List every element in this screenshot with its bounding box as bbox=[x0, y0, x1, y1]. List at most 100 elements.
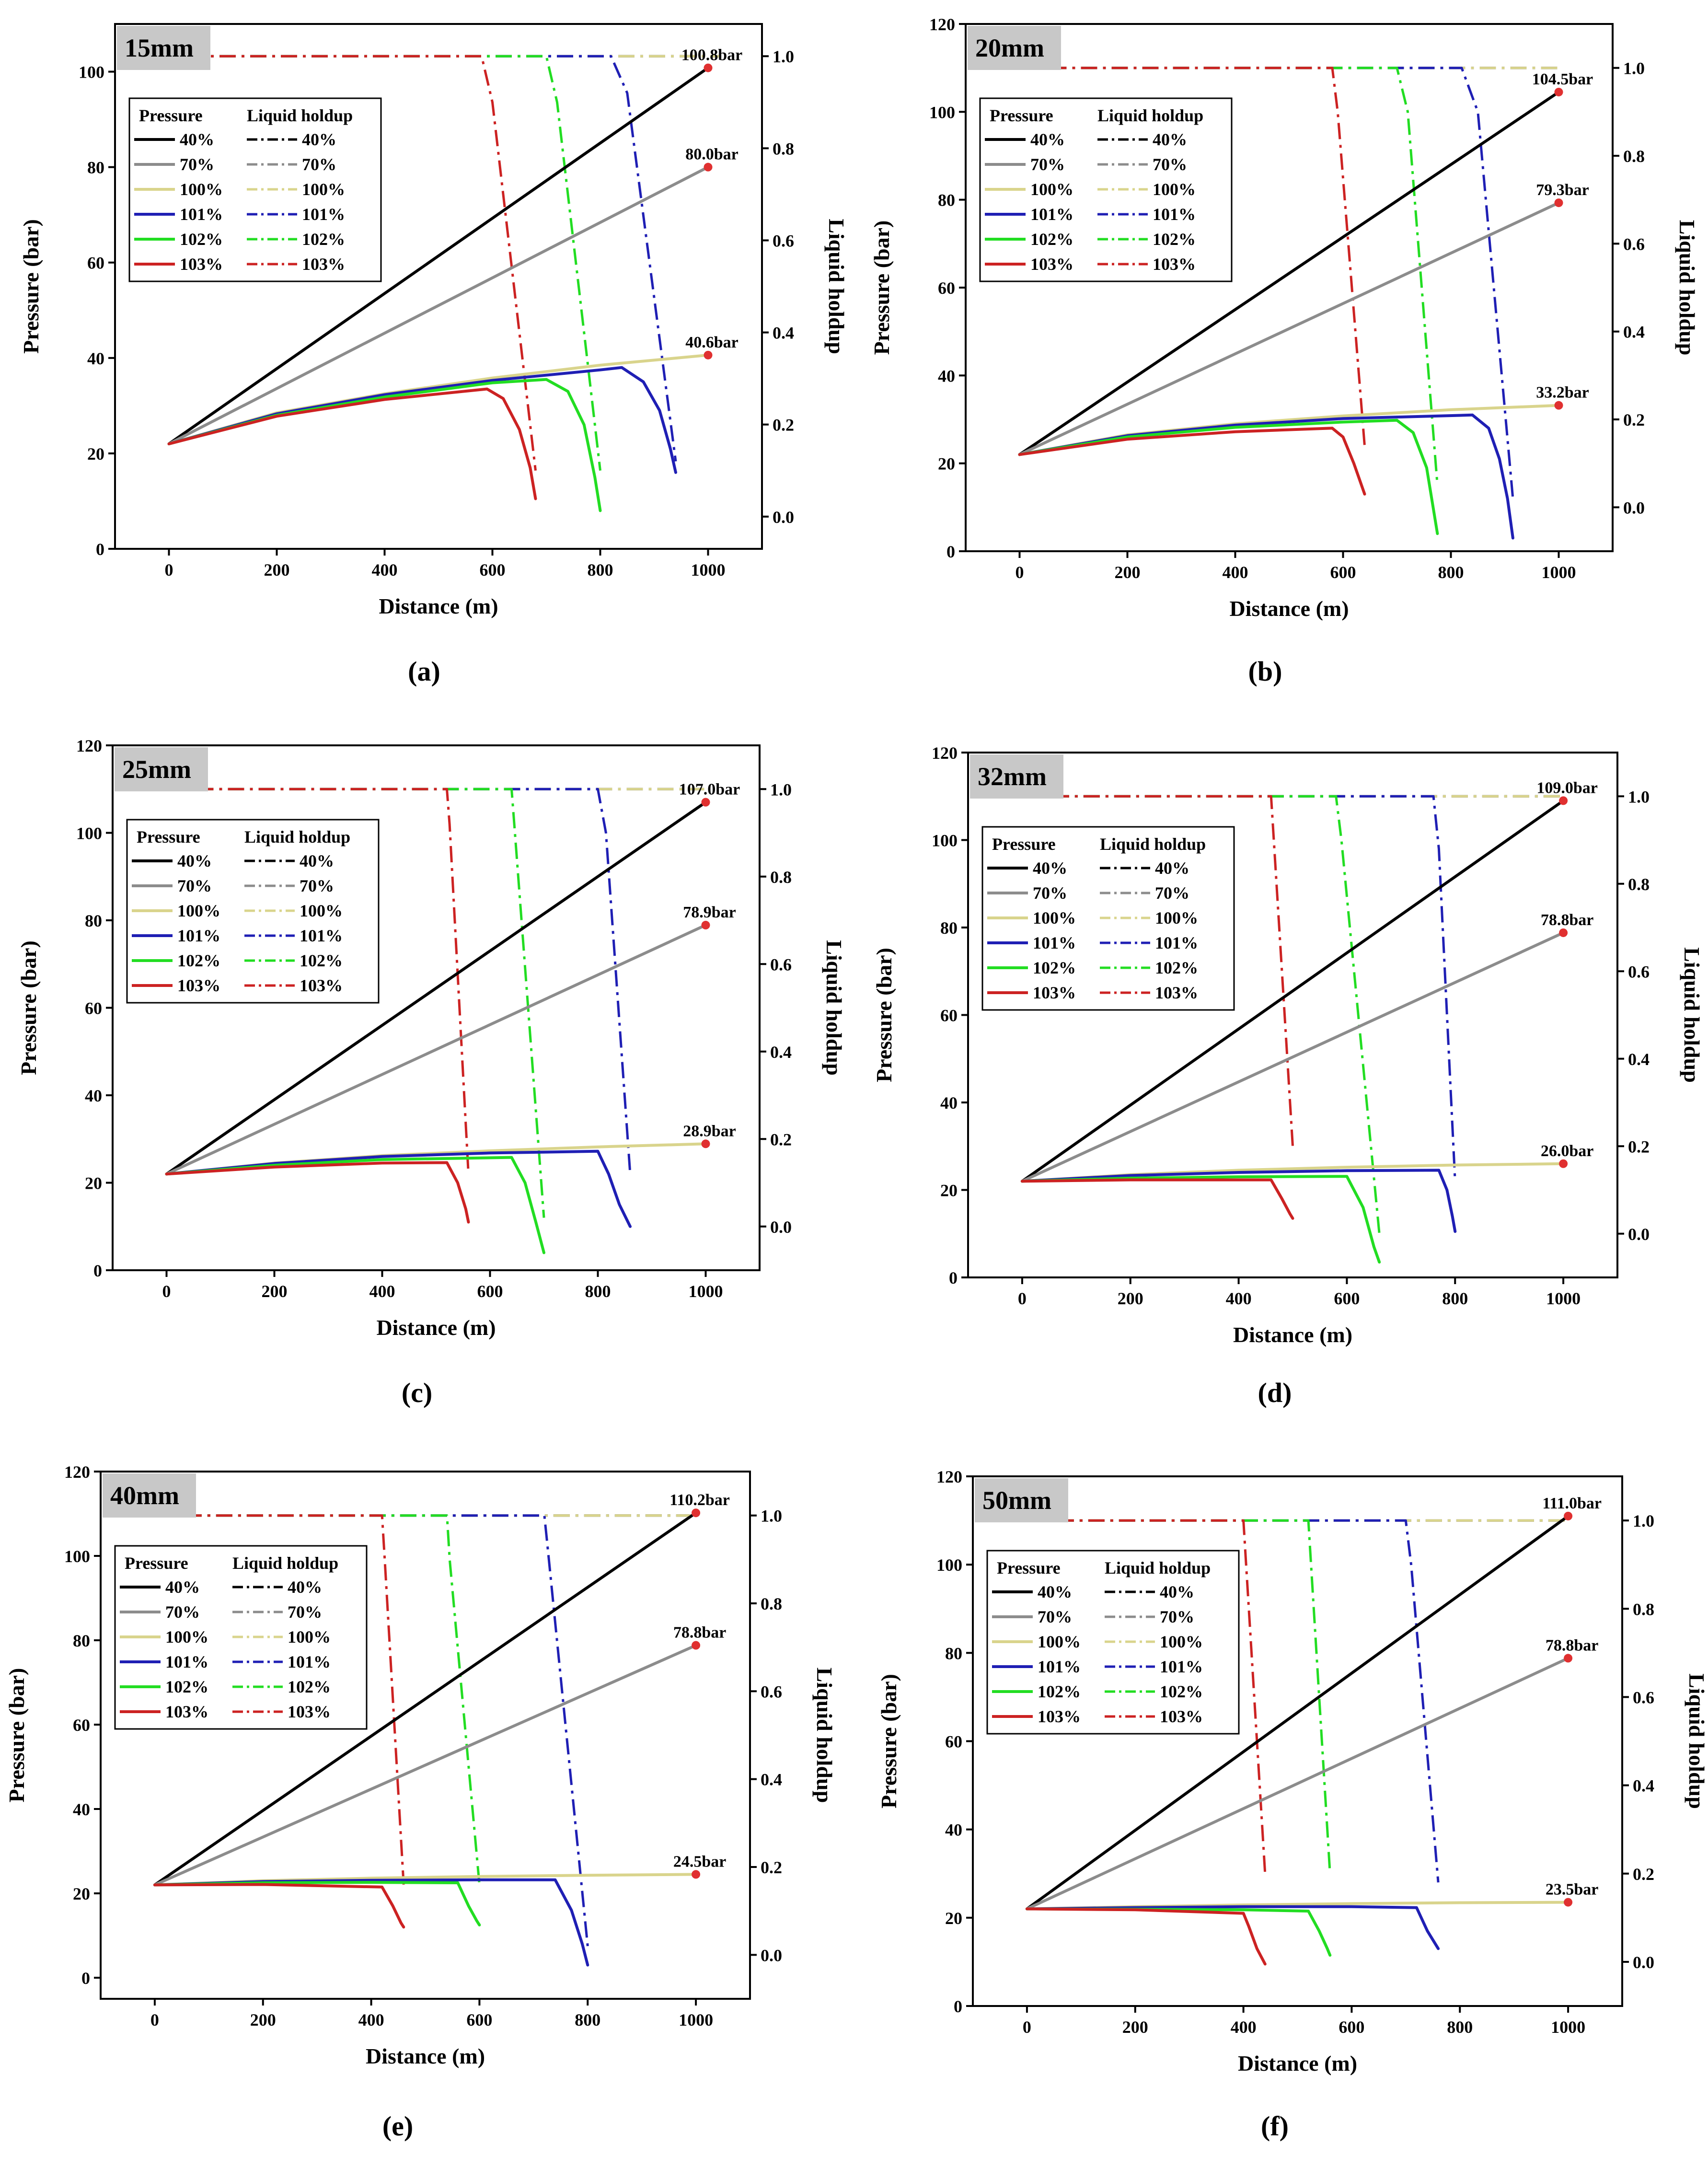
legend-item-pressure: 40% bbox=[165, 1577, 200, 1597]
holdup-line-103pct bbox=[1022, 795, 1294, 1147]
endpoint-marker bbox=[692, 1870, 701, 1879]
legend-item-holdup: 102% bbox=[300, 951, 343, 970]
endpoint-marker bbox=[704, 350, 713, 359]
legend: Pressure Liquid holdup 40% 40% 70% 70% 100% 100… bbox=[986, 1550, 1240, 1735]
legend-header-holdup: Liquid holdup bbox=[1105, 1558, 1211, 1577]
endpoint-marker bbox=[704, 63, 713, 72]
pressure-line-102pct bbox=[1020, 1175, 1381, 1264]
legend-item-holdup: 40% bbox=[1153, 130, 1187, 149]
endpoint-marker bbox=[1554, 401, 1563, 410]
y2-tick-label: 0.6 bbox=[1628, 962, 1650, 981]
panel-label: (c) bbox=[402, 1377, 432, 1408]
y-tick-label: 20 bbox=[73, 1884, 90, 1903]
legend-item-holdup: 100% bbox=[302, 180, 345, 199]
y2-tick-label: 0.8 bbox=[770, 868, 792, 887]
x-axis-title: Distance (m) bbox=[1229, 596, 1349, 621]
legend-item-pressure: 101% bbox=[177, 926, 220, 945]
x-tick-label: 0 bbox=[1018, 1289, 1027, 1308]
y-tick-label: 120 bbox=[932, 743, 958, 763]
y-tick-label: 100 bbox=[936, 1555, 962, 1575]
y2-tick-label: 1.0 bbox=[1628, 787, 1650, 806]
pressure-line-101pct bbox=[165, 1149, 632, 1228]
y-tick-label: 40 bbox=[87, 349, 104, 368]
y-tick-label: 0 bbox=[954, 1997, 962, 2016]
legend-item-pressure: 40% bbox=[1038, 1582, 1072, 1601]
legend-header-pressure: Pressure bbox=[125, 1554, 188, 1573]
pressure-line-100pct bbox=[167, 353, 710, 445]
y-axis-title: Pressure (bar) bbox=[16, 940, 41, 1075]
pressure-line-101pct bbox=[1018, 413, 1514, 540]
x-tick-label: 0 bbox=[1016, 563, 1024, 582]
series-lines bbox=[158, 55, 719, 512]
plot-frame bbox=[100, 1471, 751, 2000]
pressure-line-102pct bbox=[1025, 1907, 1332, 1957]
pressure-line-103pct bbox=[165, 1161, 470, 1224]
y-tick-label: 60 bbox=[73, 1716, 90, 1735]
y-tick-label: 40 bbox=[73, 1800, 90, 1819]
legend-item-pressure: 70% bbox=[165, 1602, 200, 1622]
legend: Pressure Liquid holdup 40% 40% 70% 70% 100% 100… bbox=[126, 819, 380, 1004]
pressure-line-70pct bbox=[153, 1644, 698, 1887]
endpoint-label: 26.0bar bbox=[1541, 1142, 1594, 1160]
legend-item-pressure: 40% bbox=[177, 851, 212, 870]
plot-frame bbox=[114, 23, 763, 550]
endpoint-label: 23.5bar bbox=[1546, 1881, 1599, 1899]
legend-item-holdup: 40% bbox=[1155, 858, 1189, 878]
x-tick-label: 1000 bbox=[1551, 2018, 1585, 2037]
legend-item-pressure: 70% bbox=[1030, 155, 1065, 174]
legend-item-pressure: 103% bbox=[165, 1702, 208, 1721]
pressure-line-102pct bbox=[153, 1881, 481, 1926]
x-tick-label: 600 bbox=[1339, 2018, 1364, 2037]
legend-item-holdup: 102% bbox=[1155, 958, 1198, 977]
endpoint-label: 100.8bar bbox=[681, 46, 743, 64]
legend-item-holdup: 103% bbox=[300, 976, 343, 995]
endpoint-label: 78.8bar bbox=[1546, 1636, 1599, 1654]
endpoint-marker bbox=[1559, 796, 1568, 805]
y-tick-label: 20 bbox=[85, 1174, 102, 1193]
legend-item-pressure: 102% bbox=[177, 951, 220, 970]
y2-tick-label: 1.0 bbox=[773, 47, 794, 66]
endpoint-label: 78.8bar bbox=[1541, 911, 1594, 929]
legend-item-holdup: 70% bbox=[288, 1602, 322, 1622]
endpoint-marker bbox=[701, 1139, 710, 1148]
pressure-line-40pct bbox=[1018, 91, 1560, 456]
legend-item-pressure: 102% bbox=[180, 230, 223, 249]
endpoint-marker bbox=[692, 1641, 701, 1650]
endpoint-marker bbox=[701, 921, 710, 930]
y-tick-label: 0 bbox=[81, 1969, 90, 1988]
y2-tick-label: 1.0 bbox=[1623, 59, 1645, 78]
chart-panel-3: 0 200 400 600 800 1000 0 20 40 60 80 100 120 0.0 0.2 0.… bbox=[16, 736, 846, 1408]
pressure-line-40pct bbox=[1025, 1514, 1570, 1911]
pressure-line-102pct bbox=[1018, 418, 1439, 535]
x-tick-label: 1000 bbox=[1542, 563, 1576, 582]
endpoint-marker bbox=[1559, 928, 1568, 937]
panel-label: (f) bbox=[1261, 2110, 1289, 2142]
legend-item-holdup: 101% bbox=[1155, 933, 1198, 952]
y2-tick-label: 1.0 bbox=[1633, 1511, 1654, 1531]
y2-tick-label: 0.4 bbox=[773, 324, 794, 343]
legend-item-pressure: 101% bbox=[180, 205, 223, 224]
endpoint-label: 104.5bar bbox=[1532, 70, 1593, 88]
pressure-line-103pct bbox=[167, 387, 537, 500]
y-tick-label: 100 bbox=[76, 824, 102, 843]
size-badge bbox=[103, 1473, 196, 1518]
endpoint-label: 107.0bar bbox=[679, 781, 740, 799]
legend-item-pressure: 102% bbox=[1038, 1682, 1081, 1701]
legend-item-holdup: 103% bbox=[1153, 255, 1196, 274]
y-tick-label: 20 bbox=[940, 1181, 958, 1200]
legend-item-holdup: 102% bbox=[1160, 1682, 1203, 1701]
x-tick-label: 1000 bbox=[689, 1282, 723, 1301]
x-tick-label: 800 bbox=[1438, 563, 1464, 582]
x-tick-label: 600 bbox=[480, 560, 506, 580]
y2-tick-label: 0.8 bbox=[1628, 875, 1650, 894]
y2-tick-label: 0.4 bbox=[1628, 1050, 1650, 1069]
y2-tick-label: 0.0 bbox=[1633, 1953, 1654, 1972]
size-badge-label: 50mm bbox=[982, 1486, 1051, 1515]
x-axis-title: Distance (m) bbox=[376, 1315, 496, 1340]
legend-item-holdup: 102% bbox=[1153, 230, 1196, 249]
legend-item-pressure: 70% bbox=[177, 876, 212, 895]
series-lines bbox=[1018, 67, 1560, 540]
x-tick-label: 600 bbox=[1334, 1289, 1360, 1308]
y2-tick-label: 0.8 bbox=[1633, 1600, 1654, 1619]
